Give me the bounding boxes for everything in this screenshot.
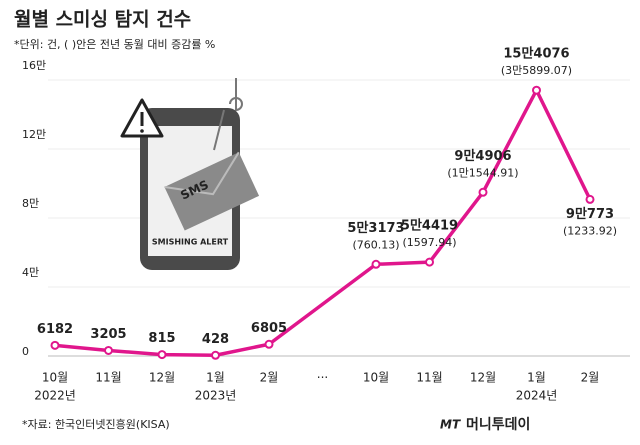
marker [157,350,167,360]
value-label: 5만4419 [401,218,458,234]
illustration: SMS SMISHING ALERT [120,78,260,270]
chart-title: 월별 스미싱 탐지 건수 [14,9,191,31]
warning-dot [140,129,144,133]
value-label: 3205 [90,327,126,342]
marker [425,257,434,267]
marker [264,339,274,349]
marker [104,345,113,355]
hook-line [213,109,225,151]
change-label: (1만1544.91) [447,166,518,179]
line [54,88,592,358]
y-tick-label: 4만 [22,266,39,279]
year-label: 2023년 [195,389,237,403]
marker [585,194,595,204]
x-tick-label: 11월 [95,371,121,385]
value-label: 815 [148,331,175,346]
year-label: 2024년 [516,389,558,403]
logo-mark: MT [440,418,461,432]
marker [371,259,381,269]
y-tick-label: 12만 [22,128,46,141]
x-tick-label: 10월 [363,371,389,385]
change-label: (1233.92) [563,224,617,237]
x-gap-label: ··· [317,371,328,385]
x-tick-label: 1월 [527,371,546,385]
y-tick-label: 0 [22,345,29,358]
envelope-flap [164,151,240,196]
marker [211,350,220,360]
year-label: 2022년 [34,389,76,403]
hook [229,97,243,112]
x-tick-label: 2월 [581,371,600,385]
x-tick-label: 11월 [416,371,442,385]
x-tick-label: 12월 [149,371,175,385]
x-tick-label: 12월 [470,371,496,385]
change-label: (1597.94) [402,236,456,249]
change-label: (3만5899.07) [501,64,572,77]
envelope-group: SMS [164,151,260,231]
value-label: 9만4906 [454,148,511,164]
source: *자료: 한국인터넷진흥원(KISA) [22,417,170,431]
value-label: 5만3173 [347,220,404,236]
y-tick-label: 16만 [22,59,46,72]
marker [532,85,541,95]
value-label: 15만4076 [503,46,569,62]
screen-label: SMISHING ALERT [152,238,229,247]
x-tick-label: 2월 [260,371,279,385]
value-label: 6182 [37,322,73,337]
value-label: 6805 [251,321,287,336]
envelope [164,152,260,231]
change-label: (760.13) [352,238,399,251]
chart-subtitle: *단위: 건, ( )안은 전년 동월 대비 증감률 % [14,38,215,51]
marker [478,187,488,197]
x-tick-label: 10월 [42,371,68,385]
logo-name: 머니투데이 [466,416,530,433]
y-tick-label: 8만 [22,197,39,210]
x-tick-label: 1월 [206,371,225,385]
value-label: 9만773 [566,206,614,222]
marker [50,340,60,350]
value-label: 428 [202,332,229,347]
